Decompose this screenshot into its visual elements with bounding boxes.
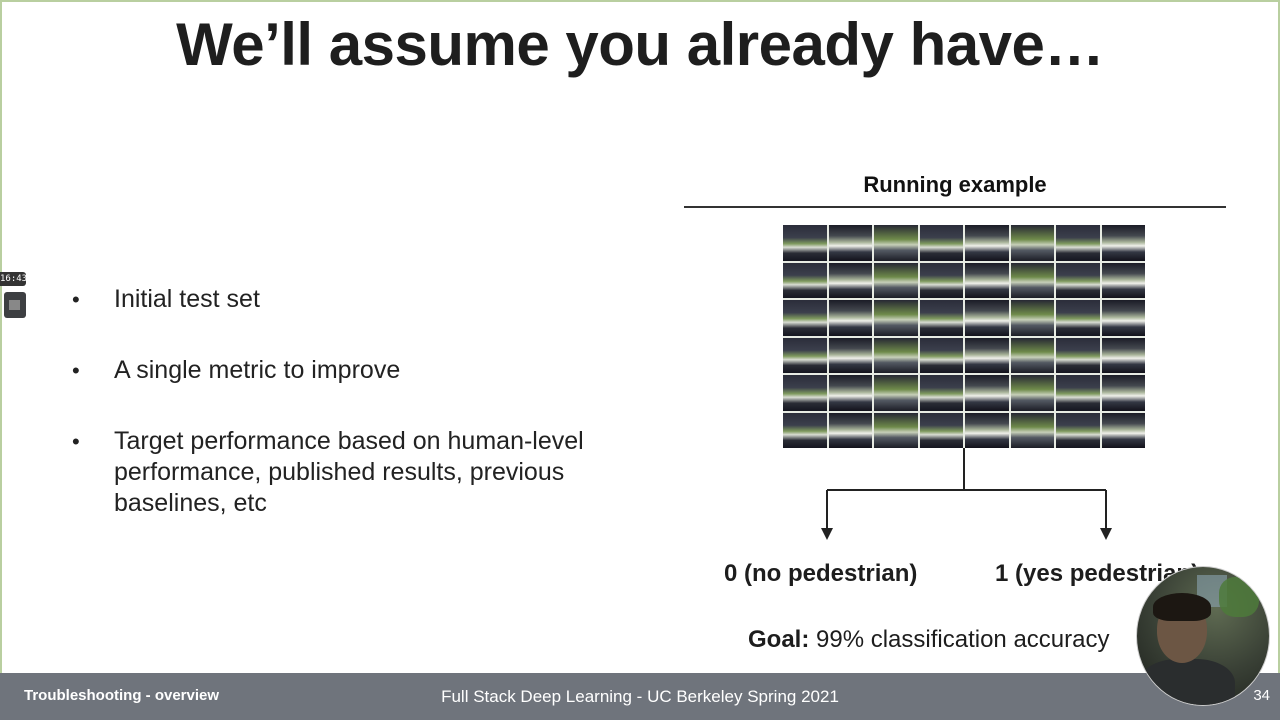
pedestrian-thumbnail	[965, 262, 1009, 298]
heading-divider	[684, 206, 1226, 208]
pedestrian-thumbnail	[828, 375, 872, 411]
pedestrian-thumbnail	[919, 412, 963, 448]
pedestrian-thumbnail	[1010, 337, 1054, 373]
pedestrian-thumbnail	[783, 375, 827, 411]
pedestrian-thumbnail	[1056, 337, 1100, 373]
left-arrow-head-icon	[821, 528, 833, 540]
square-button-icon[interactable]	[4, 292, 26, 318]
slide-title: We’ll assume you already have…	[176, 11, 1104, 78]
right-arrow-head-icon	[1100, 528, 1112, 540]
pedestrian-thumbnail	[828, 225, 872, 261]
pedestrian-thumbnail	[965, 225, 1009, 261]
pedestrian-thumbnail	[783, 412, 827, 448]
pedestrian-thumbnail	[1056, 300, 1100, 336]
pedestrian-thumbnail	[1056, 412, 1100, 448]
pedestrian-thumbnail	[965, 375, 1009, 411]
pedestrian-image-grid	[783, 225, 1145, 448]
pedestrian-thumbnail	[1101, 262, 1145, 298]
pedestrian-thumbnail	[828, 412, 872, 448]
pedestrian-thumbnail	[965, 300, 1009, 336]
pedestrian-thumbnail	[1101, 337, 1145, 373]
pedestrian-thumbnail	[1010, 225, 1054, 261]
goal-text: 99% classification accuracy	[816, 626, 1110, 653]
goal-statement: Goal: 99% classification accuracy	[748, 626, 1109, 654]
pedestrian-thumbnail	[919, 375, 963, 411]
pedestrian-thumbnail	[874, 262, 918, 298]
pedestrian-thumbnail	[1101, 300, 1145, 336]
bullet-item: Target performance based on human-level …	[70, 426, 630, 519]
pedestrian-thumbnail	[919, 225, 963, 261]
pedestrian-thumbnail	[1056, 225, 1100, 261]
pedestrian-thumbnail	[783, 300, 827, 336]
pedestrian-thumbnail	[1010, 300, 1054, 336]
pedestrian-thumbnail	[874, 300, 918, 336]
pedestrian-thumbnail	[919, 262, 963, 298]
pedestrian-thumbnail	[965, 412, 1009, 448]
pedestrian-thumbnail	[1056, 375, 1100, 411]
bullet-item: A single metric to improve	[70, 355, 630, 386]
presenter-body	[1139, 659, 1235, 705]
pedestrian-thumbnail	[783, 262, 827, 298]
bullet-list: Initial test set A single metric to impr…	[70, 284, 630, 559]
footer-course-title: Full Stack Deep Learning - UC Berkeley S…	[441, 687, 839, 706]
pedestrian-thumbnail	[1101, 225, 1145, 261]
bullet-item: Initial test set	[70, 284, 630, 315]
pedestrian-thumbnail	[1101, 412, 1145, 448]
presenter-webcam	[1136, 566, 1270, 706]
running-example-heading: Running example	[863, 172, 1047, 197]
class-0-label: 0 (no pedestrian)	[724, 560, 918, 587]
goal-label: Goal:	[748, 626, 810, 653]
pedestrian-thumbnail	[919, 337, 963, 373]
pedestrian-thumbnail	[1010, 412, 1054, 448]
footer-section-label: Troubleshooting - overview	[24, 687, 220, 704]
pedestrian-thumbnail	[919, 300, 963, 336]
pedestrian-thumbnail	[965, 337, 1009, 373]
pedestrian-thumbnail	[828, 337, 872, 373]
pedestrian-thumbnail	[783, 225, 827, 261]
pedestrian-thumbnail	[828, 300, 872, 336]
video-timestamp: 16:43	[0, 272, 28, 286]
presenter-hair	[1153, 593, 1211, 621]
webcam-background-plant	[1219, 577, 1259, 617]
pedestrian-thumbnail	[874, 337, 918, 373]
pedestrian-thumbnail	[1010, 375, 1054, 411]
slide-footer: Troubleshooting - overview Full Stack De…	[0, 673, 1280, 720]
page-number: 34	[1253, 687, 1270, 704]
pedestrian-thumbnail	[1056, 262, 1100, 298]
pedestrian-thumbnail	[874, 412, 918, 448]
pedestrian-thumbnail	[828, 262, 872, 298]
pedestrian-thumbnail	[1101, 375, 1145, 411]
pedestrian-thumbnail	[874, 375, 918, 411]
pedestrian-thumbnail	[783, 337, 827, 373]
pedestrian-thumbnail	[874, 225, 918, 261]
pedestrian-thumbnail	[1010, 262, 1054, 298]
